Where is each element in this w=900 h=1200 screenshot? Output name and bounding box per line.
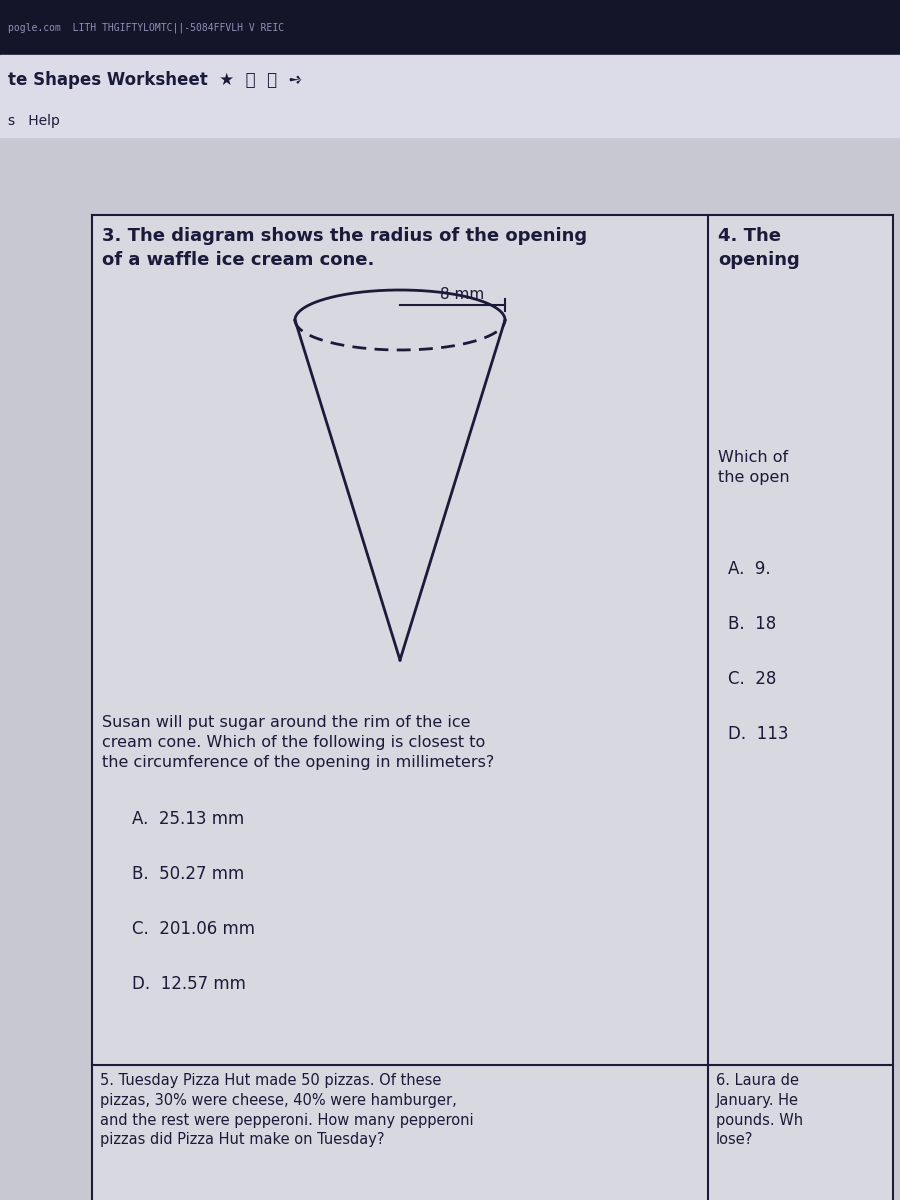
Bar: [0, 104, 900, 137]
Text: C.  201.06 mm: C. 201.06 mm: [132, 920, 255, 938]
Text: 8 mm: 8 mm: [440, 287, 484, 302]
Text: te Shapes Worksheet  ★  🔔  ⓘ  ➺: te Shapes Worksheet ★ 🔔 ⓘ ➺: [8, 71, 302, 89]
Text: s   Help: s Help: [8, 114, 60, 128]
Text: pogle.com  LITH THGIFTYLOMTC||-5084FFVLH V REIC: pogle.com LITH THGIFTYLOMTC||-5084FFVLH …: [8, 23, 284, 32]
Text: 6. Laura de
January. He
pounds. Wh
lose?: 6. Laura de January. He pounds. Wh lose?: [716, 1073, 803, 1147]
Text: B.  18: B. 18: [728, 614, 776, 634]
Text: Susan will put sugar around the rim of the ice
cream cone. Which of the followin: Susan will put sugar around the rim of t…: [102, 715, 494, 769]
Text: 5. Tuesday Pizza Hut made 50 pizzas. Of these
pizzas, 30% were cheese, 40% were : 5. Tuesday Pizza Hut made 50 pizzas. Of …: [100, 1073, 473, 1147]
Text: 4. The
opening: 4. The opening: [718, 227, 800, 269]
Bar: [0, 55, 900, 104]
Bar: [0, 0, 900, 55]
Text: C.  28: C. 28: [728, 670, 777, 688]
Text: D.  12.57 mm: D. 12.57 mm: [132, 974, 246, 994]
Bar: [708, 215, 893, 1066]
Text: A.  25.13 mm: A. 25.13 mm: [132, 810, 244, 828]
Text: D.  113: D. 113: [728, 725, 788, 743]
Text: B.  50.27 mm: B. 50.27 mm: [132, 865, 244, 883]
Bar: [92, 215, 708, 1066]
Bar: [708, 1066, 893, 1200]
Text: Which of
the open: Which of the open: [718, 450, 789, 485]
Bar: [92, 1066, 708, 1200]
Text: 3. The diagram shows the radius of the opening
of a waffle ice cream cone.: 3. The diagram shows the radius of the o…: [102, 227, 587, 269]
Text: A.  9.: A. 9.: [728, 560, 770, 578]
